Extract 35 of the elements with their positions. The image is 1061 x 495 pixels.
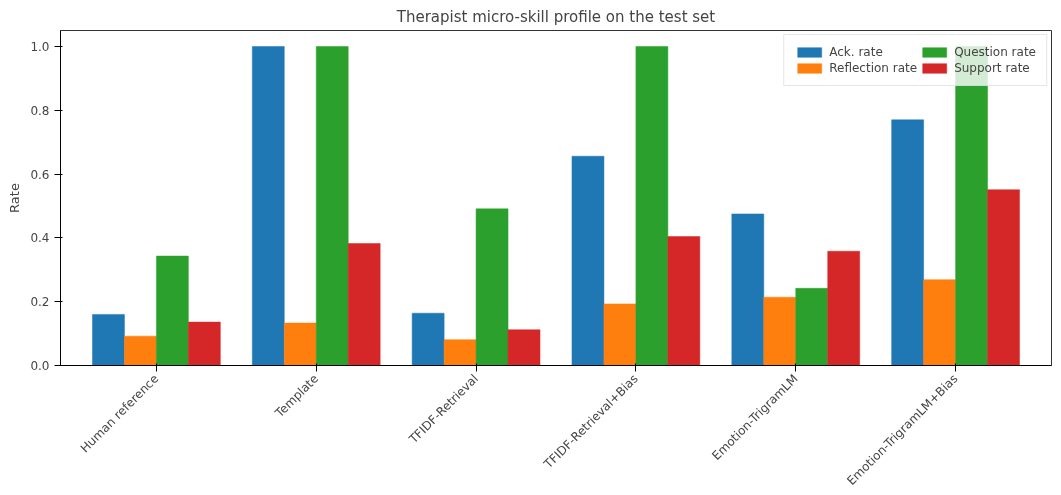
bar xyxy=(347,243,381,366)
bar xyxy=(603,303,637,366)
legend-label: Support rate xyxy=(954,61,1030,75)
bar xyxy=(475,208,509,366)
bar xyxy=(635,46,669,366)
bar xyxy=(443,339,477,366)
bar xyxy=(411,312,445,366)
bar xyxy=(92,314,125,366)
bar xyxy=(284,322,317,366)
bar xyxy=(923,279,956,366)
bar xyxy=(188,321,221,366)
y-tick-label: 0.4 xyxy=(30,231,50,246)
bar xyxy=(252,46,285,366)
bar xyxy=(124,335,157,366)
bar xyxy=(507,329,541,366)
y-tick-label: 0.2 xyxy=(30,295,50,310)
y-axis-title: Rate xyxy=(7,183,23,213)
y-tick-label: 0.0 xyxy=(30,359,50,373)
legend-label: Reflection rate xyxy=(829,61,918,75)
legend-label: Ack. rate xyxy=(829,45,883,59)
y-tick-label: 1.0 xyxy=(30,39,50,54)
bar xyxy=(763,296,797,366)
y-tick-label: 0.8 xyxy=(30,103,50,118)
bar xyxy=(827,251,860,366)
bar xyxy=(571,155,605,366)
bar xyxy=(795,288,828,366)
y-tick-label: 0.6 xyxy=(30,167,50,182)
bar xyxy=(891,119,924,366)
bar xyxy=(315,46,349,366)
chart-title: Therapist micro-skill profile on the test set xyxy=(395,7,716,26)
bar xyxy=(987,189,1020,366)
bar xyxy=(731,213,765,366)
legend-label: Question rate xyxy=(954,45,1036,59)
bar xyxy=(156,255,189,366)
bar xyxy=(667,236,701,366)
